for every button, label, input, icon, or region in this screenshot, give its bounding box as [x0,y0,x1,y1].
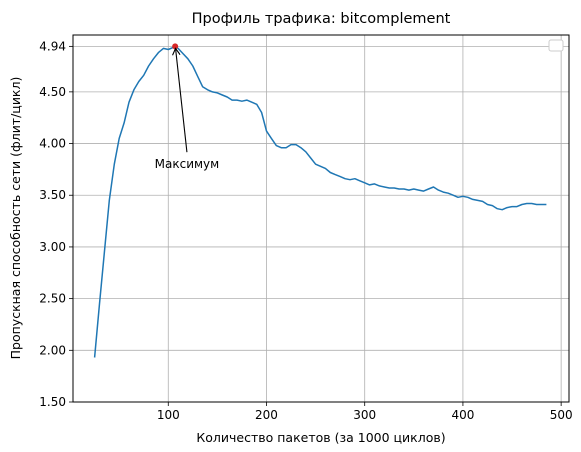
annotation-arrow [176,49,188,153]
x-tick-label: 100 [157,408,180,422]
y-tick-label: 4.50 [39,85,66,99]
series-line [93,45,547,358]
x-tick-label: 200 [255,408,278,422]
y-tick-label: 3.00 [39,240,66,254]
y-tick-label: 4.94 [39,39,66,53]
y-axis: 1.50 2.00 2.50 3.00 3.50 4.00 4.50 4.94 [39,39,73,409]
x-tick-label: 300 [353,408,376,422]
y-tick-label: 3.50 [39,188,66,202]
max-point-marker [172,43,179,50]
annotation-label: Максимум [155,157,220,171]
plot-area [93,43,547,358]
legend-box [548,39,564,52]
plot-frame [72,34,570,403]
grid [73,35,569,403]
x-axis: 100 200 300 400 500 [157,402,573,422]
annotation: Максимум [155,49,220,171]
y-tick-label: 1.50 [39,395,66,409]
x-axis-label: Количество пакетов (за 1000 циклов) [196,430,445,445]
x-tick-label: 500 [550,408,573,422]
chart-title: Профиль трафика: bitcomplement [192,11,451,27]
y-tick-label: 2.00 [39,343,66,357]
x-tick-label: 400 [451,408,474,422]
y-tick-label: 4.00 [39,137,66,151]
y-axis-label: Пропускная способность сети (флит/цикл) [8,77,23,360]
y-tick-label: 2.50 [39,292,66,306]
